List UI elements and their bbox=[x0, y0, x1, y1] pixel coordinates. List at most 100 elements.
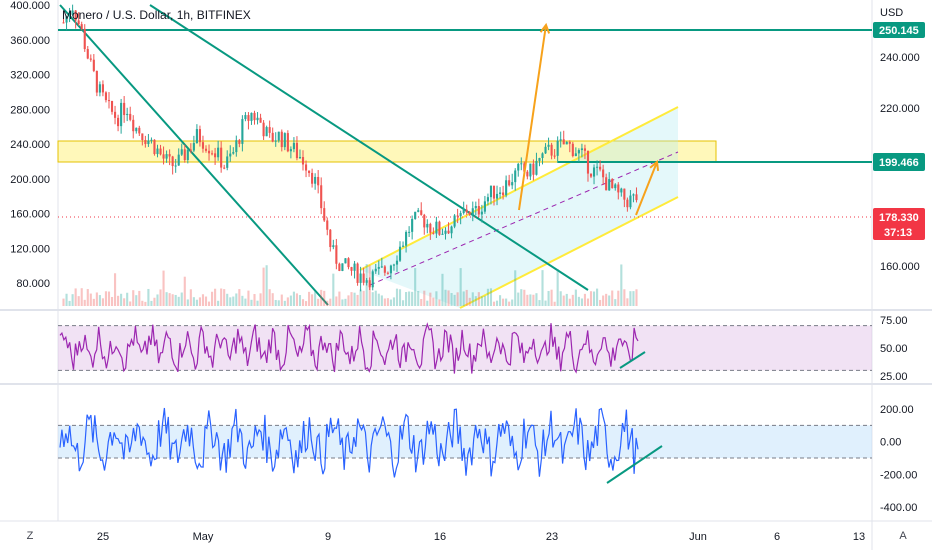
candle-body bbox=[441, 233, 444, 235]
candle-body bbox=[329, 229, 332, 248]
candle-body bbox=[389, 265, 392, 274]
rsi-panel[interactable] bbox=[58, 322, 872, 374]
candle-body bbox=[589, 173, 593, 177]
x-tick-label: 9 bbox=[325, 531, 331, 543]
candle-body bbox=[444, 230, 447, 234]
volume-bar bbox=[265, 265, 268, 306]
volume-bar bbox=[586, 298, 590, 306]
candle-body bbox=[159, 148, 162, 155]
volume-bar bbox=[398, 289, 402, 306]
volume-bar bbox=[414, 268, 417, 306]
volume-bar bbox=[232, 296, 235, 306]
volume-bar bbox=[562, 295, 565, 306]
volume-bar bbox=[544, 300, 547, 306]
x-tick-label: 23 bbox=[546, 531, 558, 543]
candle-body bbox=[553, 155, 556, 157]
candle-body bbox=[65, 16, 68, 23]
volume-bar bbox=[617, 290, 620, 306]
candle-body bbox=[450, 226, 453, 234]
candle-body bbox=[165, 154, 168, 159]
candle-body bbox=[520, 163, 523, 165]
symbol-title[interactable]: Monero / U.S. Dollar, 1h, BITFINEX bbox=[62, 8, 251, 22]
candle-body bbox=[223, 167, 226, 169]
cci-tick-label: -200.00 bbox=[880, 469, 917, 481]
volume-bar bbox=[371, 292, 374, 306]
candle-body bbox=[180, 149, 183, 155]
volume-bar bbox=[314, 291, 317, 306]
volume-bar bbox=[353, 292, 356, 306]
volume-bar bbox=[550, 289, 553, 306]
candle-body bbox=[186, 149, 189, 161]
candle-body bbox=[256, 117, 259, 121]
volume-bar bbox=[596, 288, 599, 306]
volume-bar bbox=[162, 270, 165, 306]
candle-body bbox=[559, 139, 562, 141]
candle-body bbox=[298, 157, 302, 159]
candle-body bbox=[635, 194, 638, 201]
volume-bar bbox=[580, 298, 583, 306]
candle-body bbox=[411, 218, 414, 232]
candle-body bbox=[586, 150, 590, 174]
volume-bar bbox=[86, 289, 89, 306]
candle-body bbox=[550, 144, 553, 156]
candle-body bbox=[541, 153, 544, 159]
volume-bar bbox=[259, 293, 262, 306]
axes: 400.000 360.000 320.000 280.000 240.000 200.0… bbox=[10, 0, 925, 543]
candle-body bbox=[80, 24, 83, 29]
candle-body bbox=[395, 260, 399, 265]
rsi-line bbox=[59, 322, 639, 374]
candle-body bbox=[232, 152, 235, 154]
auto-scale-toggle-button[interactable]: A bbox=[899, 530, 907, 542]
candle-body bbox=[508, 180, 511, 186]
price-panel[interactable] bbox=[57, 4, 872, 309]
volume-bar bbox=[505, 298, 508, 306]
candle-body bbox=[420, 210, 423, 215]
channel-lower-line bbox=[459, 196, 679, 309]
candle-body bbox=[417, 210, 420, 212]
volume-bar bbox=[295, 293, 299, 306]
candle-body bbox=[377, 266, 380, 269]
volume-bar bbox=[401, 300, 405, 306]
candle-body bbox=[447, 230, 450, 234]
candle-body bbox=[368, 280, 371, 288]
cci-panel[interactable] bbox=[58, 407, 872, 484]
candle-body bbox=[459, 213, 462, 217]
candle-body bbox=[465, 209, 468, 213]
volume-bar bbox=[556, 268, 559, 306]
candle-body bbox=[107, 100, 111, 102]
candle-body bbox=[605, 177, 608, 191]
volume-bar bbox=[235, 293, 238, 306]
volume-bar bbox=[271, 293, 274, 306]
volume-bar bbox=[153, 297, 156, 306]
volume-bar bbox=[183, 276, 186, 306]
x-tick-label: 25 bbox=[97, 531, 109, 543]
volume-bar bbox=[65, 293, 68, 306]
candle-body bbox=[341, 263, 344, 271]
candle-body bbox=[262, 122, 265, 137]
volume-bar bbox=[223, 289, 226, 306]
y-tick-label-left: 360.000 bbox=[10, 35, 50, 47]
candle-body bbox=[120, 102, 123, 127]
volume-bar bbox=[486, 288, 489, 306]
candle-body bbox=[207, 150, 211, 154]
volume-bar bbox=[635, 289, 638, 306]
volume-bar bbox=[592, 291, 596, 306]
candle-body bbox=[435, 221, 438, 234]
candle-body bbox=[359, 273, 362, 283]
candle-body bbox=[380, 266, 383, 268]
candle-body bbox=[86, 49, 89, 59]
candle-body bbox=[432, 232, 435, 234]
volume-bar bbox=[495, 300, 499, 306]
candle-body bbox=[335, 245, 338, 264]
candle-body bbox=[68, 14, 71, 17]
candle-body bbox=[226, 156, 229, 168]
volume-bar bbox=[283, 300, 286, 306]
volume-bar bbox=[626, 298, 629, 306]
volume-bar bbox=[220, 288, 223, 306]
candle-body bbox=[113, 111, 117, 118]
candle-body bbox=[374, 268, 377, 272]
log-scale-toggle-button[interactable]: Z bbox=[26, 530, 34, 542]
level-price-label bbox=[873, 153, 925, 171]
volume-bar bbox=[320, 289, 323, 306]
